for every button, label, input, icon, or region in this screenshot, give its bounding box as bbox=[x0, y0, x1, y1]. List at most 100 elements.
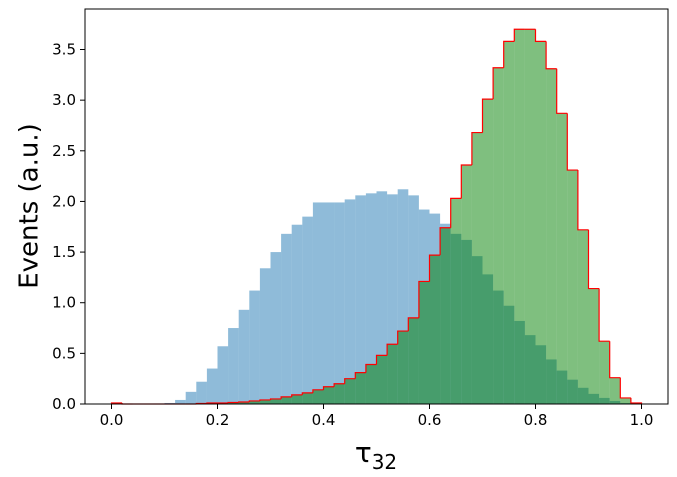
histogram-bar bbox=[418, 281, 430, 404]
step-outline bbox=[354, 372, 366, 379]
x-axis-label: τ32 bbox=[355, 436, 397, 474]
x-tick-label: 0.6 bbox=[418, 411, 442, 429]
step-outline bbox=[259, 399, 271, 401]
histogram-bar bbox=[408, 195, 419, 404]
step-outline bbox=[577, 170, 589, 231]
x-axis-subscript: 32 bbox=[372, 450, 397, 474]
histogram-bar bbox=[312, 389, 324, 404]
histogram-bar bbox=[302, 392, 313, 404]
step-outline bbox=[227, 401, 239, 404]
histogram-bar bbox=[556, 113, 568, 405]
x-tick-label: 0.2 bbox=[206, 411, 230, 429]
step-outline bbox=[206, 402, 218, 404]
y-tick-label: 0.0 bbox=[52, 395, 76, 413]
histogram-bar bbox=[228, 328, 239, 404]
step-outline bbox=[269, 398, 282, 400]
step-outline bbox=[312, 389, 324, 393]
step-outline bbox=[280, 396, 292, 399]
step-outline bbox=[418, 280, 430, 318]
histogram-bar bbox=[567, 170, 578, 404]
histogram-bar bbox=[185, 391, 197, 404]
histogram-bar bbox=[482, 99, 494, 405]
histogram-bar bbox=[535, 41, 547, 405]
step-outline bbox=[344, 378, 356, 384]
histogram-bar bbox=[344, 378, 356, 404]
y-tick-label: 3.5 bbox=[52, 41, 76, 59]
histogram-bar bbox=[471, 132, 483, 405]
histogram-bar bbox=[376, 355, 388, 404]
x-tick-label: 1.0 bbox=[630, 411, 654, 429]
histogram-bar bbox=[206, 368, 218, 404]
step-outline bbox=[513, 28, 525, 42]
histogram-bar bbox=[440, 227, 451, 404]
step-outline bbox=[566, 113, 578, 171]
histogram-bar bbox=[238, 309, 250, 404]
histogram-bar bbox=[524, 29, 536, 405]
step-outline bbox=[301, 392, 313, 395]
histogram-bar bbox=[376, 191, 388, 404]
histogram-bar bbox=[514, 29, 525, 405]
histogram-bar bbox=[503, 41, 515, 405]
histogram-bar bbox=[196, 381, 207, 404]
step-outline bbox=[460, 164, 472, 199]
step-outline bbox=[397, 330, 409, 345]
x-tick-label: 0.4 bbox=[312, 411, 336, 429]
histogram-bar bbox=[365, 364, 377, 404]
step-outline bbox=[375, 354, 388, 365]
x-axis-symbol: τ bbox=[355, 436, 372, 469]
step-outline bbox=[492, 67, 504, 100]
step-outline bbox=[471, 131, 483, 165]
step-outline bbox=[407, 317, 419, 332]
y-tick-label: 1.5 bbox=[52, 243, 76, 261]
histogram-bar bbox=[387, 344, 398, 404]
step-outline bbox=[630, 397, 643, 404]
histogram-bar bbox=[588, 288, 600, 404]
step-outline bbox=[365, 363, 377, 373]
histogram-bar bbox=[355, 195, 366, 404]
histogram-bar bbox=[291, 224, 303, 404]
step-outline bbox=[291, 394, 303, 397]
step-outline bbox=[619, 377, 631, 399]
histogram-bar bbox=[546, 68, 557, 404]
histogram-bar bbox=[334, 202, 345, 404]
histogram-bar bbox=[238, 401, 250, 404]
histogram-bar bbox=[397, 331, 409, 404]
histogram-bar bbox=[599, 341, 610, 404]
histogram-bar bbox=[355, 372, 366, 404]
y-tick-label: 1.0 bbox=[52, 294, 76, 312]
step-outline bbox=[386, 343, 398, 356]
histogram-bar bbox=[609, 377, 621, 404]
step-outline bbox=[481, 98, 494, 133]
step-outline bbox=[450, 197, 462, 228]
histogram-bar bbox=[259, 268, 271, 404]
step-outline bbox=[238, 401, 250, 403]
y-tick-label: 2.5 bbox=[52, 142, 76, 160]
step-outline bbox=[248, 400, 260, 402]
x-tick-label: 0.0 bbox=[100, 411, 124, 429]
histogram-bar bbox=[493, 67, 504, 404]
step-outline bbox=[587, 229, 600, 290]
histogram-bar bbox=[291, 394, 303, 404]
y-axis-label: Events (a.u.) bbox=[15, 123, 45, 289]
step-outline bbox=[609, 341, 621, 379]
histogram-bar bbox=[249, 290, 260, 404]
axes-frame bbox=[84, 8, 669, 405]
histogram-bar bbox=[270, 398, 282, 404]
step-outline bbox=[545, 41, 557, 70]
histogram-bar bbox=[450, 198, 462, 404]
histogram-bar bbox=[334, 383, 345, 404]
y-tick-label: 3.0 bbox=[52, 91, 76, 109]
histogram-bar bbox=[302, 216, 313, 404]
histogram-bar bbox=[175, 399, 186, 404]
histogram-bar bbox=[387, 194, 398, 404]
histogram-bar bbox=[461, 164, 472, 404]
histogram-bar bbox=[312, 202, 324, 404]
histogram-bar bbox=[344, 199, 356, 404]
histogram-bar bbox=[217, 346, 229, 404]
step-outline bbox=[428, 254, 441, 282]
x-tick-label: 0.8 bbox=[524, 411, 548, 429]
histogram-bar bbox=[577, 229, 589, 404]
histogram-bar bbox=[408, 317, 419, 404]
step-outline bbox=[556, 68, 568, 114]
